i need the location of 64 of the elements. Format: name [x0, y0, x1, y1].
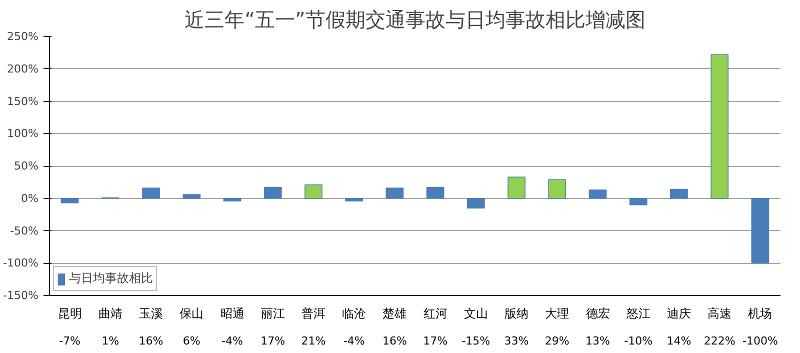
data-label: 17% — [423, 334, 448, 348]
bar — [345, 198, 364, 202]
bar — [182, 194, 201, 199]
bar — [60, 198, 79, 204]
x-tick-label: 丽江 — [260, 306, 285, 320]
data-label: 29% — [544, 334, 570, 348]
data-label: -4% — [222, 334, 243, 348]
y-tick-label: 100% — [7, 127, 39, 140]
data-label: 33% — [504, 334, 529, 348]
x-tick-label: 普洱 — [301, 306, 326, 320]
bar — [142, 188, 160, 199]
data-label: 14% — [666, 334, 692, 348]
y-tick-label: 0% — [21, 192, 38, 205]
bar — [670, 188, 688, 199]
data-label: 17% — [260, 334, 286, 348]
y-tick-label: 150% — [7, 94, 39, 108]
y-tick-label: 250% — [7, 30, 39, 43]
data-label: 1% — [102, 334, 120, 348]
bar — [508, 176, 526, 199]
data-label: -10% — [624, 334, 653, 348]
x-tick-label: 昭通 — [220, 306, 244, 320]
data-label: -4% — [343, 334, 365, 348]
bar — [588, 190, 607, 199]
data-label: 222% — [704, 334, 736, 348]
x-tick-label: 怒江 — [625, 306, 650, 320]
bar — [386, 188, 404, 199]
x-tick-label: 昆明 — [58, 306, 82, 320]
x-tick-label: 大理 — [545, 306, 570, 320]
data-label: -15% — [462, 334, 490, 348]
x-tick-label: 曲靖 — [98, 306, 122, 320]
x-tick-label: 临沧 — [342, 306, 366, 320]
data-label: 21% — [301, 334, 326, 348]
x-tick-label: 玉溪 — [139, 306, 164, 320]
data-label: 16% — [138, 334, 164, 348]
bar — [629, 198, 648, 206]
x-tick-label: 迪庆 — [666, 306, 691, 320]
y-tick-label: 200% — [7, 62, 39, 76]
bar — [426, 186, 444, 199]
chart-title: 近三年“五一”节假期交通事故与日均事故相比增减图 — [184, 8, 646, 32]
data-label: 13% — [586, 334, 610, 348]
data-label: -100% — [742, 334, 778, 348]
y-tick-label: 50% — [14, 160, 39, 172]
y-tick-label: -150% — [3, 289, 39, 302]
legend-label: 与日均事故相比 — [69, 270, 153, 287]
x-tick-label: 德宏 — [586, 306, 610, 320]
x-tick-label: 保山 — [180, 306, 204, 320]
y-tick-label: -100% — [3, 256, 39, 270]
x-tick-label: 文山 — [464, 306, 488, 320]
bar — [304, 184, 322, 199]
x-tick-label: 机场 — [748, 306, 772, 320]
x-tick-label: 楚雄 — [382, 306, 407, 320]
data-label: -7% — [59, 334, 81, 348]
y-tick-label: -50% — [10, 224, 39, 238]
data-label: 16% — [382, 334, 407, 348]
bar — [548, 179, 566, 199]
x-tick-label: 红河 — [423, 306, 448, 320]
bar — [223, 198, 242, 202]
bar — [466, 198, 485, 208]
bar — [751, 198, 770, 264]
data-label: 6% — [182, 334, 200, 348]
x-tick-label: 高速 — [708, 306, 732, 320]
bar — [264, 186, 282, 199]
x-tick-label: 版纳 — [504, 306, 529, 320]
bar — [710, 54, 729, 199]
